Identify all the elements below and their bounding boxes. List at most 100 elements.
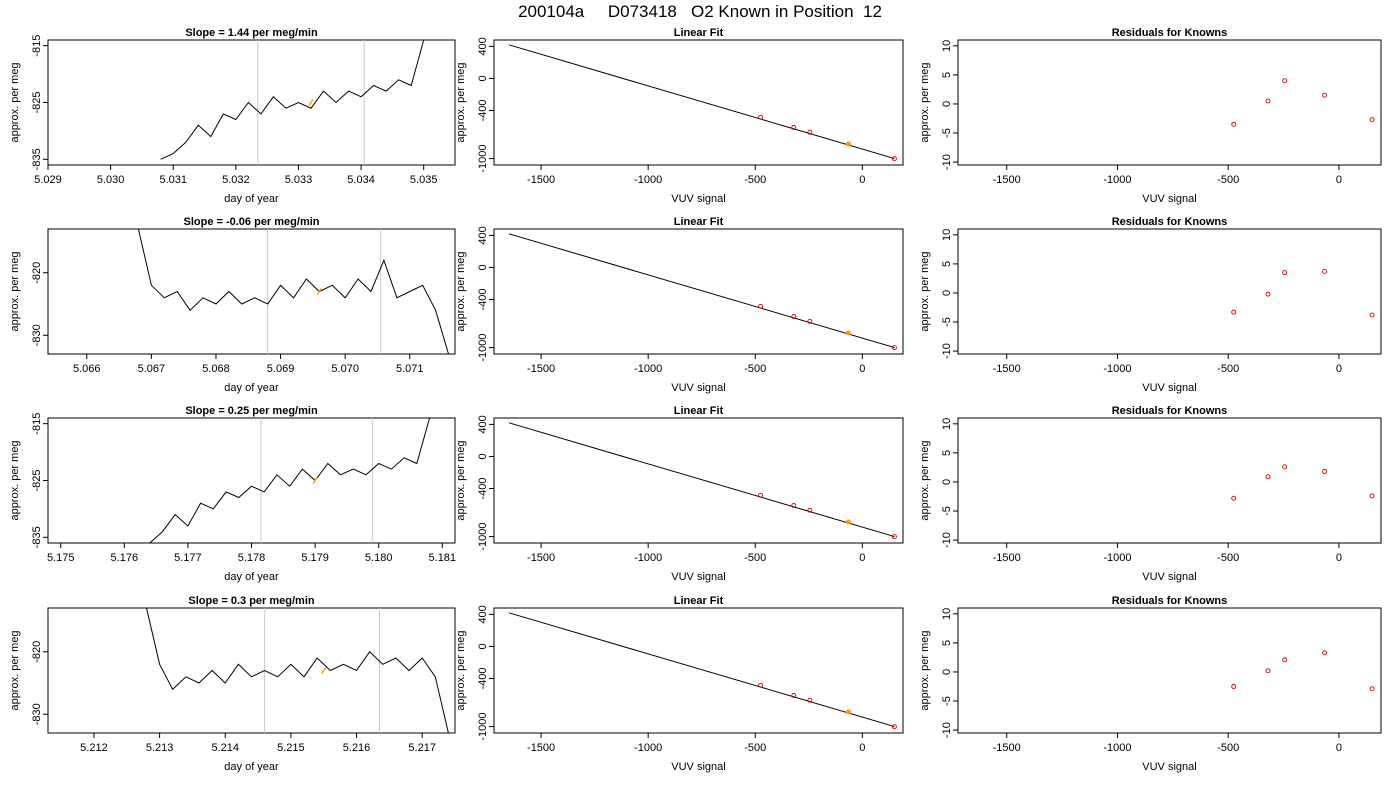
- x-tick-label: -1000: [634, 363, 662, 375]
- known-marker: [321, 667, 327, 674]
- x-tick-label: 5.181: [429, 552, 457, 564]
- plot-frame: [493, 228, 904, 355]
- y-tick-label: -10: [941, 343, 953, 359]
- x-tick-label: 5.068: [202, 363, 230, 375]
- data-point: [891, 724, 897, 730]
- plot-area: [1231, 650, 1375, 692]
- y-tick-label: -5: [941, 506, 953, 516]
- x-tick-label: -1500: [993, 174, 1021, 186]
- plot-area: [137, 229, 449, 354]
- x-tick-label: 5.180: [365, 552, 393, 564]
- x-tick-label: 5.035: [410, 174, 438, 186]
- panel-title: Residuals for Knowns: [1112, 595, 1228, 607]
- data-point: [807, 318, 813, 324]
- y-tick-label: 5: [941, 261, 953, 267]
- data-point: [791, 503, 797, 508]
- data-point: [1322, 469, 1327, 474]
- data-point: [1231, 309, 1237, 315]
- y-tick-label: -1000: [477, 334, 489, 362]
- y-axis-label: approx. per meg: [455, 440, 467, 520]
- panel-title: Residuals for Knowns: [1112, 216, 1228, 228]
- plot-area: [149, 418, 431, 543]
- x-tick-label: 5.216: [343, 742, 371, 754]
- panel-9: Residuals for Knowns -1500 -1000 -500 0 10 5 0 -…: [919, 405, 1382, 583]
- x-tick-label: 5.217: [408, 742, 436, 754]
- x-tick-label: 5.030: [97, 174, 125, 186]
- x-tick-label: 5.071: [396, 363, 424, 375]
- y-tick-label: -835: [31, 526, 43, 548]
- known-marker: [308, 99, 314, 106]
- panel-5: Linear Fit -1500 -1000 -500 0 400 0 -400 -1000 VU…: [455, 216, 904, 394]
- highlight-point: [845, 519, 851, 525]
- y-tick-label: -820: [31, 262, 43, 284]
- x-tick-label: -1000: [634, 742, 662, 754]
- data-point: [1322, 268, 1327, 274]
- x-tick-label: 5.212: [80, 742, 108, 754]
- x-tick-label: -1000: [1103, 363, 1131, 375]
- y-tick-label: 5: [941, 640, 953, 646]
- x-tick-label: 5.032: [222, 174, 250, 186]
- trace-line: [160, 40, 425, 160]
- plot-frame: [493, 607, 904, 734]
- y-axis-label: approx. per meg: [919, 251, 931, 331]
- y-axis-label: approx. per meg: [9, 62, 21, 142]
- figure-title: 200104a D073418 O2 Known in Position 12: [518, 2, 882, 21]
- fit-line: [508, 44, 895, 160]
- x-tick-label: 5.067: [138, 363, 166, 375]
- panel-2: Linear Fit -1500 -1000 -500 0 400 0 -400 -1000 VU…: [455, 27, 904, 205]
- x-tick-label: 0: [1336, 742, 1342, 754]
- y-tick-label: -815: [31, 35, 43, 57]
- plot-area: [1231, 78, 1375, 127]
- y-tick-label: -835: [31, 148, 43, 170]
- x-tick-label: 5.070: [331, 363, 359, 375]
- y-tick-label: -1000: [477, 713, 489, 741]
- y-tick-label: -400: [477, 477, 489, 499]
- x-axis-label: day of year: [224, 193, 279, 205]
- x-axis-label: VUV signal: [671, 571, 725, 583]
- data-point: [758, 682, 764, 688]
- y-tick-label: -815: [31, 413, 43, 435]
- y-axis-label: approx. per meg: [9, 630, 21, 710]
- x-axis-label: VUV signal: [1142, 761, 1196, 773]
- y-tick-label: 10: [941, 418, 953, 430]
- y-axis-label: approx. per meg: [9, 440, 21, 520]
- highlight-point: [845, 141, 851, 147]
- y-tick-label: 0: [477, 643, 489, 649]
- y-tick-label: -1000: [477, 145, 489, 173]
- x-tick-label: 0: [859, 174, 865, 186]
- x-axis-label: VUV signal: [671, 193, 725, 205]
- panel-title: Residuals for Knowns: [1112, 405, 1228, 417]
- y-axis-label: approx. per meg: [919, 630, 931, 710]
- panel-title: Linear Fit: [674, 405, 724, 417]
- x-tick-label: -1000: [1103, 552, 1131, 564]
- plot-area: [508, 612, 897, 730]
- y-tick-label: 0: [477, 75, 489, 81]
- data-point: [891, 156, 897, 162]
- x-tick-label: -1000: [1103, 742, 1131, 754]
- y-tick-label: -825: [31, 91, 43, 113]
- data-point: [1282, 270, 1288, 276]
- y-axis-label: approx. per meg: [455, 251, 467, 331]
- y-tick-label: 0: [477, 453, 489, 459]
- data-point: [791, 314, 797, 319]
- x-tick-label: 5.215: [277, 742, 305, 754]
- plot-frame: [47, 607, 456, 734]
- y-tick-label: -10: [941, 154, 953, 170]
- data-point: [758, 114, 764, 120]
- panel-title: Slope = 0.25 per meg/min: [185, 405, 318, 417]
- x-tick-label: 5.178: [238, 552, 266, 564]
- x-tick-label: -1000: [1103, 174, 1131, 186]
- data-point: [891, 534, 897, 540]
- y-axis-label: approx. per meg: [9, 251, 21, 331]
- plot-area: [160, 40, 425, 165]
- x-tick-label: 5.029: [34, 174, 62, 186]
- panel-11: Linear Fit -1500 -1000 -500 0 400 0 -400 -1000 VU…: [455, 595, 904, 773]
- y-tick-label: -1000: [477, 523, 489, 551]
- highlight-point: [845, 330, 851, 336]
- data-point: [1369, 686, 1375, 692]
- y-tick-label: 400: [477, 37, 489, 55]
- y-tick-label: 10: [941, 608, 953, 620]
- data-point: [791, 125, 797, 130]
- known-marker: [312, 477, 318, 484]
